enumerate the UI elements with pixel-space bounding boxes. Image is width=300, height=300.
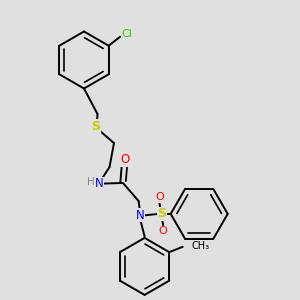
Text: O: O	[155, 192, 164, 202]
Text: CH₃: CH₃	[191, 241, 209, 251]
Text: S: S	[157, 207, 166, 220]
Text: S: S	[92, 120, 100, 133]
Text: O: O	[159, 226, 168, 236]
Text: N: N	[94, 177, 103, 190]
Text: O: O	[121, 153, 130, 166]
Text: N: N	[136, 209, 145, 222]
Text: H: H	[87, 177, 95, 187]
Text: Cl: Cl	[121, 29, 132, 39]
